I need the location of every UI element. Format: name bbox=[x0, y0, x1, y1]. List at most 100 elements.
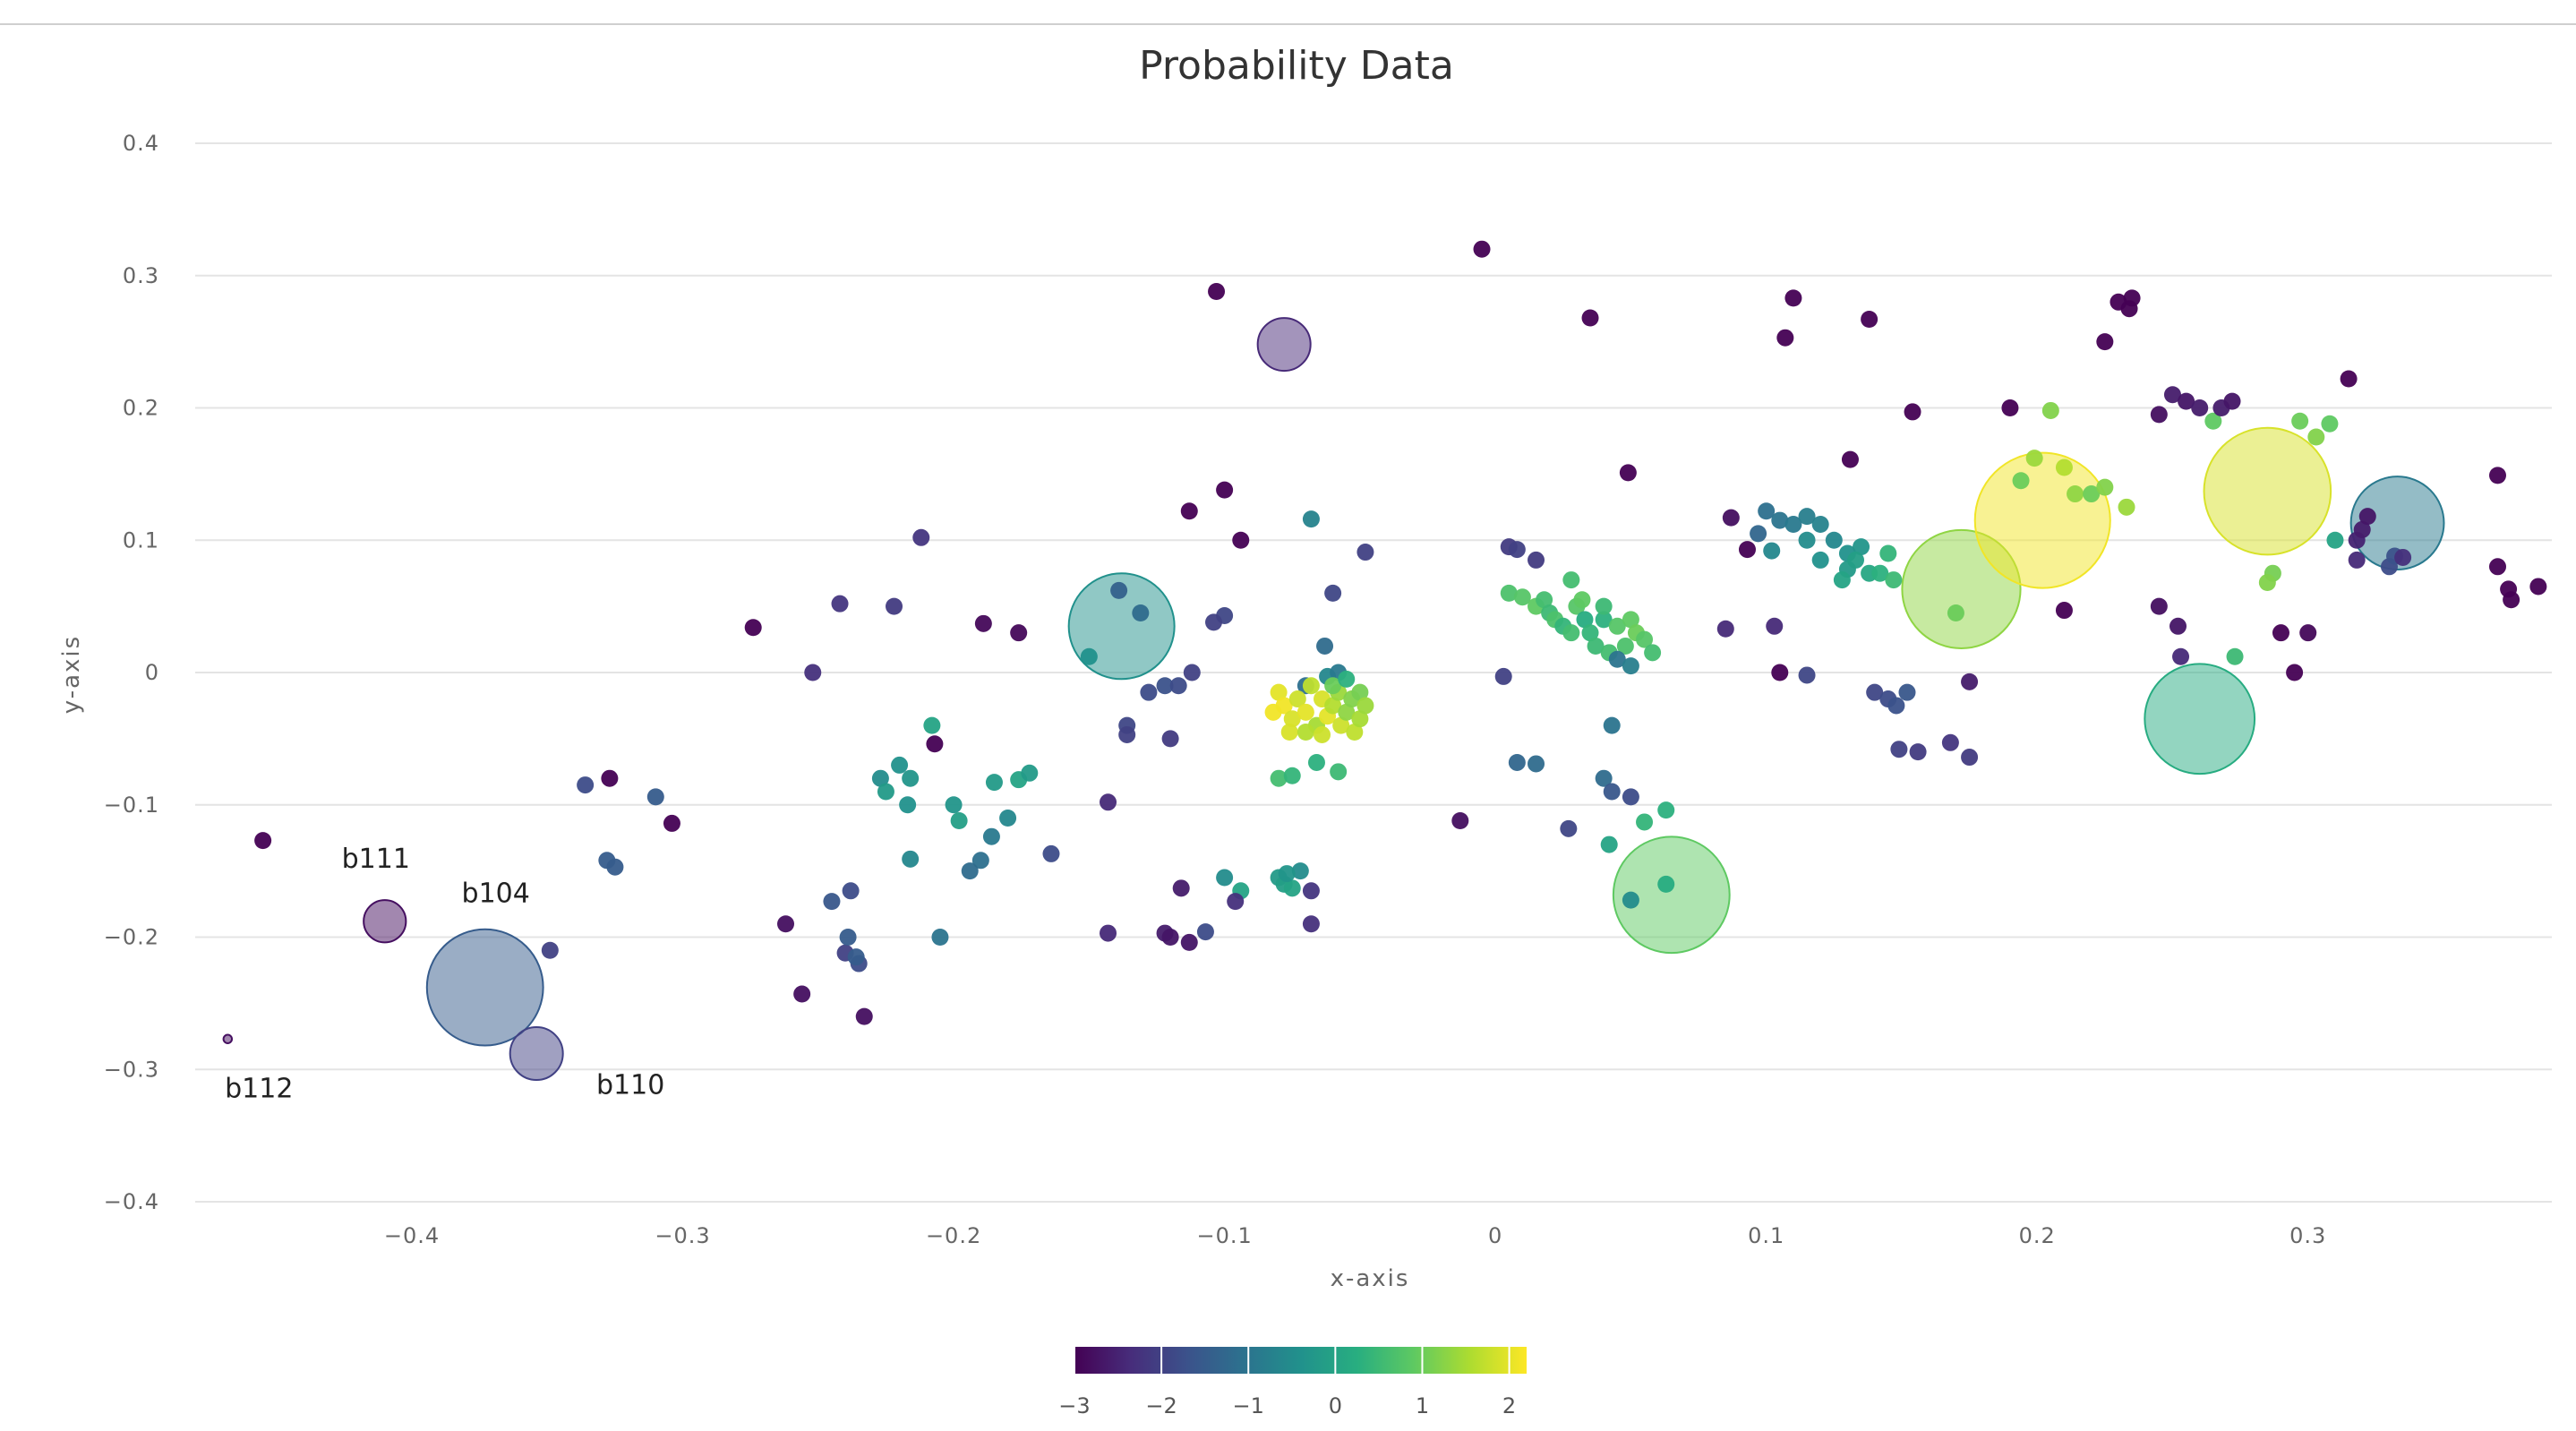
scatter-point[interactable] bbox=[912, 528, 930, 546]
scatter-point[interactable] bbox=[902, 850, 920, 868]
scatter-point[interactable] bbox=[606, 858, 624, 876]
scatter-point[interactable] bbox=[985, 774, 1003, 792]
scatter-point[interactable] bbox=[1280, 723, 1298, 741]
scatter-point[interactable] bbox=[1825, 531, 1843, 549]
scatter-point[interactable] bbox=[2204, 412, 2222, 430]
scatter-point[interactable] bbox=[1528, 551, 1545, 569]
scatter-point[interactable] bbox=[1307, 753, 1325, 771]
scatter-point[interactable] bbox=[1961, 673, 1979, 690]
scatter-point[interactable] bbox=[1302, 915, 1320, 933]
scatter-point[interactable] bbox=[1771, 664, 1789, 681]
scatter-point[interactable] bbox=[1100, 793, 1117, 811]
scatter-point[interactable] bbox=[1500, 584, 1518, 602]
scatter-point[interactable] bbox=[1608, 617, 1626, 635]
scatter-point[interactable] bbox=[823, 893, 841, 911]
scatter-point[interactable] bbox=[1288, 690, 1306, 708]
scatter-point[interactable] bbox=[744, 619, 762, 637]
scatter-point[interactable] bbox=[1866, 683, 1884, 701]
scatter-point[interactable] bbox=[931, 929, 949, 946]
scatter-point[interactable] bbox=[945, 796, 963, 814]
scatter-point[interactable] bbox=[1314, 725, 1331, 743]
scatter-point[interactable] bbox=[1161, 730, 1179, 748]
scatter-point[interactable] bbox=[2226, 647, 2244, 665]
bubble-marker[interactable] bbox=[1973, 451, 2111, 589]
scatter-point[interactable] bbox=[2169, 617, 2187, 635]
scatter-point[interactable] bbox=[1297, 703, 1314, 721]
scatter-point[interactable] bbox=[2001, 399, 2019, 416]
scatter-point[interactable] bbox=[1841, 450, 1859, 468]
scatter-point[interactable] bbox=[1560, 819, 1578, 837]
scatter-point[interactable] bbox=[1581, 309, 1599, 327]
bubble-marker[interactable] bbox=[2203, 426, 2332, 556]
scatter-point[interactable] bbox=[1291, 862, 1309, 880]
scatter-point[interactable] bbox=[2172, 647, 2190, 665]
scatter-point[interactable] bbox=[577, 776, 595, 794]
scatter-point[interactable] bbox=[1351, 683, 1369, 701]
scatter-point[interactable] bbox=[1887, 697, 1905, 715]
scatter-point[interactable] bbox=[899, 796, 917, 814]
scatter-point[interactable] bbox=[1776, 329, 1794, 347]
scatter-point[interactable] bbox=[1798, 531, 1816, 549]
scatter-point[interactable] bbox=[1316, 637, 1334, 655]
scatter-point[interactable] bbox=[1216, 481, 1234, 499]
scatter-point[interactable] bbox=[2067, 485, 2084, 503]
scatter-point[interactable] bbox=[2012, 472, 2030, 490]
scatter-point[interactable] bbox=[1180, 933, 1198, 951]
scatter-point[interactable] bbox=[1771, 511, 1789, 529]
scatter-point[interactable] bbox=[877, 783, 894, 801]
scatter-point[interactable] bbox=[1898, 683, 1916, 701]
scatter-point[interactable] bbox=[1722, 509, 1740, 527]
scatter-point[interactable] bbox=[1738, 541, 1756, 559]
scatter-point[interactable] bbox=[1562, 624, 1580, 642]
scatter-point[interactable] bbox=[1758, 502, 1776, 520]
bubble-marker[interactable] bbox=[1612, 835, 1731, 955]
scatter-point[interactable] bbox=[2258, 574, 2276, 592]
scatter-point[interactable] bbox=[1603, 783, 1621, 801]
scatter-point[interactable] bbox=[1332, 716, 1350, 734]
scatter-point[interactable] bbox=[1853, 538, 1870, 556]
bubble-marker[interactable] bbox=[509, 1026, 564, 1082]
bubble-marker[interactable] bbox=[2144, 663, 2256, 775]
scatter-point[interactable] bbox=[1595, 611, 1613, 629]
scatter-point[interactable] bbox=[1798, 508, 1816, 526]
scatter-point[interactable] bbox=[1080, 647, 1098, 665]
scatter-point[interactable] bbox=[1161, 929, 1179, 946]
scatter-point[interactable] bbox=[1324, 697, 1342, 715]
scatter-point[interactable] bbox=[2353, 520, 2371, 538]
scatter-point[interactable] bbox=[1763, 542, 1781, 560]
scatter-point[interactable] bbox=[1270, 683, 1288, 701]
scatter-point[interactable] bbox=[2340, 370, 2358, 388]
scatter-point[interactable] bbox=[1278, 865, 1296, 883]
scatter-point[interactable] bbox=[842, 882, 860, 900]
scatter-point[interactable] bbox=[871, 769, 889, 787]
scatter-point[interactable] bbox=[1861, 311, 1879, 329]
scatter-point[interactable] bbox=[1205, 613, 1223, 631]
scatter-point[interactable] bbox=[1619, 464, 1637, 482]
scatter-point[interactable] bbox=[999, 810, 1017, 827]
scatter-point[interactable] bbox=[1283, 767, 1301, 784]
scatter-point[interactable] bbox=[2041, 401, 2059, 419]
scatter-point[interactable] bbox=[2488, 558, 2506, 576]
scatter-point[interactable] bbox=[1140, 683, 1158, 701]
scatter-point[interactable] bbox=[2055, 458, 2073, 476]
scatter-point[interactable] bbox=[1302, 677, 1320, 695]
scatter-point[interactable] bbox=[2096, 333, 2114, 351]
scatter-point[interactable] bbox=[831, 595, 849, 613]
scatter-point[interactable] bbox=[1180, 502, 1198, 520]
scatter-point[interactable] bbox=[2286, 664, 2304, 681]
scatter-point[interactable] bbox=[1351, 710, 1369, 728]
scatter-point[interactable] bbox=[2348, 551, 2366, 569]
scatter-point[interactable] bbox=[1847, 551, 1865, 569]
scatter-point[interactable] bbox=[1513, 588, 1531, 606]
scatter-point[interactable] bbox=[1021, 764, 1039, 782]
scatter-point[interactable] bbox=[2096, 478, 2114, 496]
scatter-point[interactable] bbox=[2223, 392, 2241, 410]
scatter-point[interactable] bbox=[1324, 677, 1342, 695]
scatter-point[interactable] bbox=[1879, 544, 1897, 562]
scatter-point[interactable] bbox=[1356, 544, 1374, 561]
scatter-point[interactable] bbox=[1110, 581, 1128, 599]
scatter-point[interactable] bbox=[1636, 630, 1654, 648]
scatter-point[interactable] bbox=[1573, 591, 1591, 609]
scatter-point[interactable] bbox=[839, 929, 857, 946]
scatter-point[interactable] bbox=[1600, 835, 1618, 853]
